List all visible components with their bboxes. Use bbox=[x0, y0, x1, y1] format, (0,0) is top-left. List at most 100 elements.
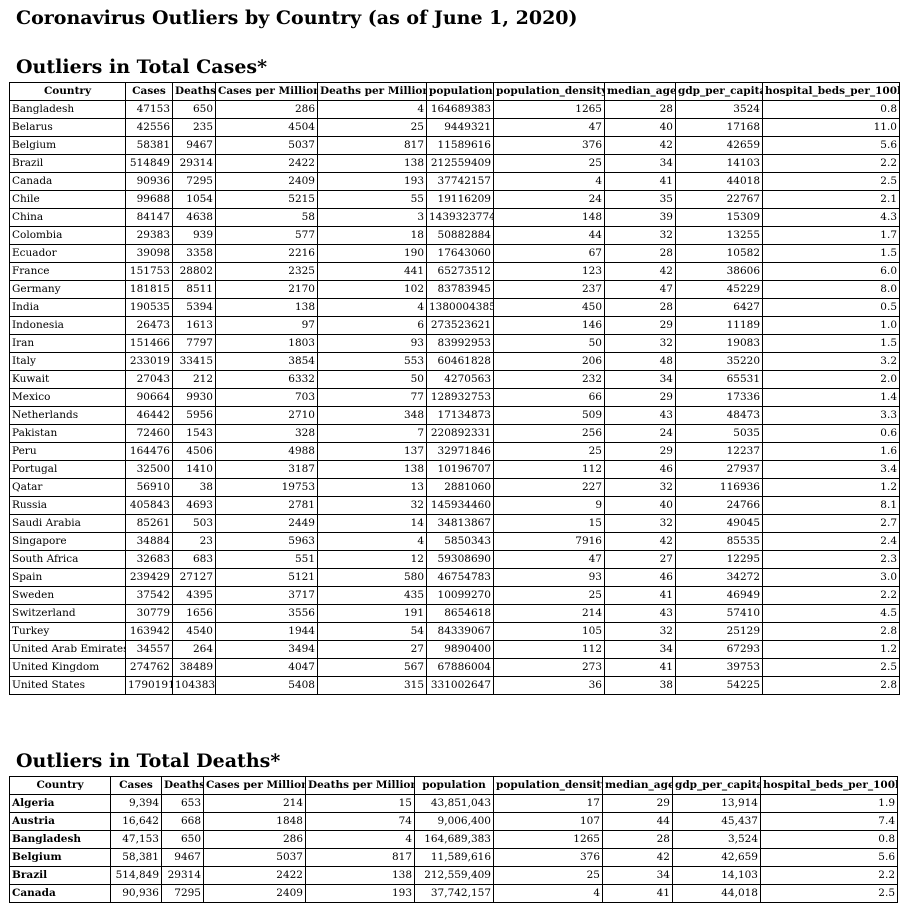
value-cell: 19116209 bbox=[426, 190, 494, 209]
value-cell: 650 bbox=[172, 100, 216, 119]
value-cell: 15 bbox=[493, 514, 605, 533]
value-cell: 4504 bbox=[215, 118, 318, 137]
value-cell: 286 bbox=[215, 100, 318, 119]
value-cell: 1.6 bbox=[762, 442, 900, 461]
value-cell: 2422 bbox=[203, 866, 306, 885]
value-cell: 40 bbox=[604, 118, 676, 137]
country-cell: Belarus bbox=[9, 118, 126, 137]
table-row: Spain 239429 27127 5121 580 46754783 93 46 34272… bbox=[9, 568, 900, 587]
value-cell: 12237 bbox=[675, 442, 763, 461]
value-cell: 45,437 bbox=[672, 812, 761, 831]
value-cell: 11589616 bbox=[426, 136, 494, 155]
column-header: Country bbox=[9, 82, 126, 101]
value-cell: 2.7 bbox=[762, 514, 900, 533]
value-cell: 181815 bbox=[125, 280, 173, 299]
value-cell: 10099270 bbox=[426, 586, 494, 605]
value-cell: 4 bbox=[317, 100, 427, 119]
value-cell: 348 bbox=[317, 406, 427, 425]
value-cell: 32971846 bbox=[426, 442, 494, 461]
value-cell: 27937 bbox=[675, 460, 763, 479]
country-cell: Belgium bbox=[9, 136, 126, 155]
country-cell: Italy bbox=[9, 352, 126, 371]
table-row: Singapore 34884 23 5963 4 5850343 7916 42 85535 2… bbox=[9, 532, 900, 551]
value-cell: 239429 bbox=[125, 568, 173, 587]
value-cell: 256 bbox=[493, 424, 605, 443]
country-cell: Bangladesh bbox=[9, 100, 126, 119]
value-cell: 274762 bbox=[125, 658, 173, 677]
country-cell: China bbox=[9, 208, 126, 227]
table-row: Portugal 32500 1410 3187 138 10196707 112 46 279… bbox=[9, 460, 900, 479]
column-header: Cases bbox=[110, 776, 162, 795]
value-cell: 9467 bbox=[161, 848, 204, 867]
table-row: Colombia 29383 939 577 18 50882884 44 32 13255 1.… bbox=[9, 226, 900, 245]
value-cell: 315 bbox=[317, 676, 427, 695]
value-cell: 32683 bbox=[125, 550, 173, 569]
table-row: Bangladesh 47,153 650 286 4 164,689,383 1265 28… bbox=[9, 830, 898, 849]
value-cell: 7295 bbox=[172, 172, 216, 191]
value-cell: 939 bbox=[172, 226, 216, 245]
value-cell: 567 bbox=[317, 658, 427, 677]
value-cell: 2325 bbox=[215, 262, 318, 281]
country-cell: Sweden bbox=[9, 586, 126, 605]
value-cell: 668 bbox=[161, 812, 204, 831]
value-cell: 405843 bbox=[125, 496, 173, 515]
value-cell: 34 bbox=[604, 640, 676, 659]
value-cell: 4638 bbox=[172, 208, 216, 227]
value-cell: 138 bbox=[305, 866, 415, 885]
value-cell: 30779 bbox=[125, 604, 173, 623]
country-cell: Switzerland bbox=[9, 604, 126, 623]
value-cell: 25 bbox=[317, 118, 427, 137]
value-cell: 3494 bbox=[215, 640, 318, 659]
value-cell: 44 bbox=[602, 812, 673, 831]
value-cell: 2881060 bbox=[426, 478, 494, 497]
table-row: Brazil 514849 29314 2422 138 212559409 25 34 141… bbox=[9, 154, 900, 173]
value-cell: 55 bbox=[317, 190, 427, 209]
value-cell: 39 bbox=[604, 208, 676, 227]
value-cell: 7916 bbox=[493, 532, 605, 551]
value-cell: 1848 bbox=[203, 812, 306, 831]
value-cell: 4047 bbox=[215, 658, 318, 677]
table-row: Mexico 90664 9930 703 77 128932753 66 29 17336 1.… bbox=[9, 388, 900, 407]
value-cell: 4.3 bbox=[762, 208, 900, 227]
value-cell: 4 bbox=[317, 298, 427, 317]
value-cell: 28 bbox=[602, 830, 673, 849]
table-row: United Arab Emirates 34557 264 3494 27 989040… bbox=[9, 640, 900, 659]
value-cell: 37742157 bbox=[426, 172, 494, 191]
value-cell: 5408 bbox=[215, 676, 318, 695]
value-cell: 15 bbox=[305, 794, 415, 813]
value-cell: 3854 bbox=[215, 352, 318, 371]
value-cell: 58 bbox=[215, 208, 318, 227]
value-cell: 42 bbox=[602, 848, 673, 867]
value-cell: 7 bbox=[317, 424, 427, 443]
table-row: Qatar 56910 38 19753 13 2881060 227 32 116936 1.2 bbox=[9, 478, 900, 497]
country-cell: Spain bbox=[9, 568, 126, 587]
value-cell: 41 bbox=[604, 172, 676, 191]
value-cell: 3524 bbox=[675, 100, 763, 119]
country-cell: United States bbox=[9, 676, 126, 695]
value-cell: 3.0 bbox=[762, 568, 900, 587]
value-cell: 14 bbox=[317, 514, 427, 533]
value-cell: 38 bbox=[172, 478, 216, 497]
value-cell: 3 bbox=[317, 208, 427, 227]
value-cell: 2.3 bbox=[762, 550, 900, 569]
value-cell: 37,742,157 bbox=[414, 884, 494, 903]
value-cell: 54 bbox=[317, 622, 427, 641]
value-cell: 5037 bbox=[215, 136, 318, 155]
value-cell: 331002647 bbox=[426, 676, 494, 695]
value-cell: 9,394 bbox=[110, 794, 162, 813]
value-cell: 1.2 bbox=[762, 640, 900, 659]
value-cell: 84147 bbox=[125, 208, 173, 227]
country-cell: Colombia bbox=[9, 226, 126, 245]
value-cell: 67293 bbox=[675, 640, 763, 659]
value-cell: 10582 bbox=[675, 244, 763, 263]
value-cell: 2.5 bbox=[762, 172, 900, 191]
value-cell: 42556 bbox=[125, 118, 173, 137]
value-cell: 29314 bbox=[161, 866, 204, 885]
value-cell: 11,589,616 bbox=[414, 848, 494, 867]
value-cell: 1.4 bbox=[762, 388, 900, 407]
table-row: India 190535 5394 138 4 1380004385 450 28 6427 0.… bbox=[9, 298, 900, 317]
table-row: Belgium 58,381 9467 5037 817 11,589,616 376 42 4… bbox=[9, 848, 898, 867]
country-cell: France bbox=[9, 262, 126, 281]
page-title: Coronavirus Outliers by Country (as of J… bbox=[16, 7, 578, 29]
value-cell: 509 bbox=[493, 406, 605, 425]
